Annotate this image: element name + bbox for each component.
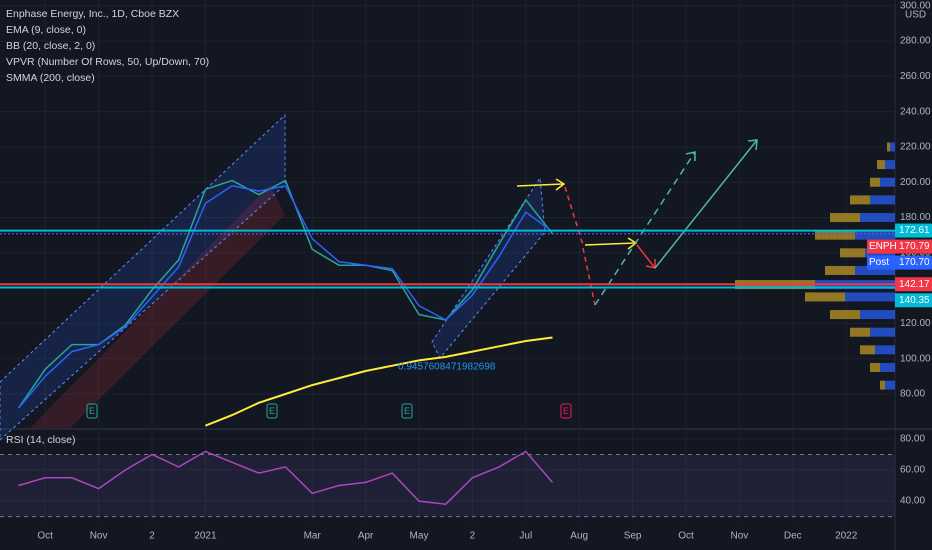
price-label-box	[895, 277, 932, 292]
earnings-label: E	[89, 406, 95, 416]
vpvr-down	[887, 142, 890, 152]
earnings-label: E	[404, 406, 410, 416]
x-tick-label: Mar	[304, 531, 322, 542]
vpvr-down	[850, 195, 870, 205]
vpvr-down	[805, 292, 845, 302]
y-tick-label: 300.00	[900, 0, 931, 11]
price-label-box	[895, 239, 932, 254]
vpvr-up	[870, 195, 895, 205]
price-tag: Post	[869, 257, 889, 268]
vpvr-up	[890, 142, 895, 152]
earnings-marker	[560, 403, 572, 419]
earnings-marker	[401, 403, 413, 419]
vpvr-down	[830, 310, 860, 320]
x-tick-label: Apr	[358, 531, 374, 542]
y-tick-label: 200.00	[900, 177, 931, 188]
vpvr-down	[860, 345, 875, 355]
price-label-box	[895, 293, 932, 308]
y-tick-label: 120.00	[900, 318, 931, 329]
vpvr-up	[885, 380, 895, 390]
x-tick-label: 2	[149, 531, 155, 542]
vpvr-up	[880, 362, 895, 372]
vpvr-down	[870, 177, 880, 187]
trend-channel	[0, 113, 286, 441]
vpvr-up	[860, 310, 895, 320]
annotation: 0.9457608471982698	[398, 362, 496, 373]
vpvr-down	[880, 380, 885, 390]
vpvr-down	[877, 160, 885, 170]
x-tick-label: Aug	[570, 531, 588, 542]
y-tick-label: 280.00	[900, 36, 931, 47]
y-tick-label: 260.00	[900, 71, 931, 82]
vpvr-up	[870, 327, 895, 337]
x-tick-label: 2022	[835, 531, 858, 542]
earnings-marker	[86, 403, 98, 419]
vpvr-up	[855, 265, 895, 275]
legend-vpvr: VPVR (Number Of Rows, 50, Up/Down, 70)	[6, 56, 209, 68]
vpvr-down	[825, 265, 855, 275]
series-line	[17, 184, 553, 409]
legend-smma: SMMA (200, close)	[6, 72, 95, 84]
currency: USD	[905, 10, 926, 21]
symbol-title: Enphase Energy, Inc., 1D, Cboe BZX	[6, 8, 179, 20]
vpvr-up	[845, 292, 895, 302]
trend-channel	[431, 176, 546, 359]
legend-ema: EMA (9, close, 0)	[6, 24, 86, 36]
price-label: 172.61	[899, 225, 930, 236]
y-tick-label: 40.00	[900, 496, 925, 507]
trend-channel	[30, 185, 285, 428]
earnings-marker	[266, 403, 278, 419]
x-tick-label: Nov	[731, 531, 749, 542]
vpvr-down	[870, 362, 880, 372]
price-label: 142.17	[899, 279, 930, 290]
price-label: 140.35	[899, 295, 930, 306]
vpvr-up	[885, 160, 895, 170]
x-tick-label: 2	[470, 531, 476, 542]
x-tick-label: Jul	[519, 531, 532, 542]
vpvr-up	[875, 345, 895, 355]
x-tick-label: 2021	[194, 531, 217, 542]
x-tick-label: Sep	[624, 531, 642, 542]
vpvr-down	[850, 327, 870, 337]
legend-bb: BB (20, close, 2, 0)	[6, 40, 95, 52]
y-tick-label: 240.00	[900, 106, 931, 117]
drawings	[516, 139, 758, 306]
series-line	[205, 336, 553, 427]
price-tag-box	[867, 239, 895, 254]
x-tick-label: Oct	[678, 531, 694, 542]
series-line	[18, 450, 554, 505]
y-tick-label: 60.00	[900, 465, 925, 476]
price-tag: ENPH	[869, 241, 897, 252]
earnings-label: E	[563, 406, 569, 416]
price-label: 170.70	[899, 257, 930, 268]
y-tick-label: 220.00	[900, 142, 931, 153]
x-tick-label: Dec	[784, 531, 802, 542]
price-label: 170.79	[899, 241, 930, 252]
vpvr-down	[830, 213, 860, 223]
x-tick-label: May	[410, 531, 429, 542]
y-tick-label: 180.00	[900, 212, 931, 223]
rsi-title: RSI (14, close)	[6, 434, 75, 446]
price-label-box	[895, 255, 932, 270]
price-tag-box	[867, 255, 895, 270]
vpvr-down	[840, 248, 865, 258]
vpvr-down	[815, 230, 855, 240]
vpvr-up	[880, 177, 895, 187]
y-tick-label: 100.00	[900, 353, 931, 364]
rsi-band	[0, 454, 895, 517]
x-tick-label: Oct	[37, 531, 53, 542]
vpvr-up	[860, 213, 895, 223]
y-tick-label: 80.00	[900, 389, 925, 400]
price-label-box	[895, 223, 932, 238]
y-tick-label: 80.00	[900, 434, 925, 445]
vpvr-up	[855, 230, 895, 240]
earnings-label: E	[269, 406, 275, 416]
x-tick-label: Nov	[90, 531, 108, 542]
